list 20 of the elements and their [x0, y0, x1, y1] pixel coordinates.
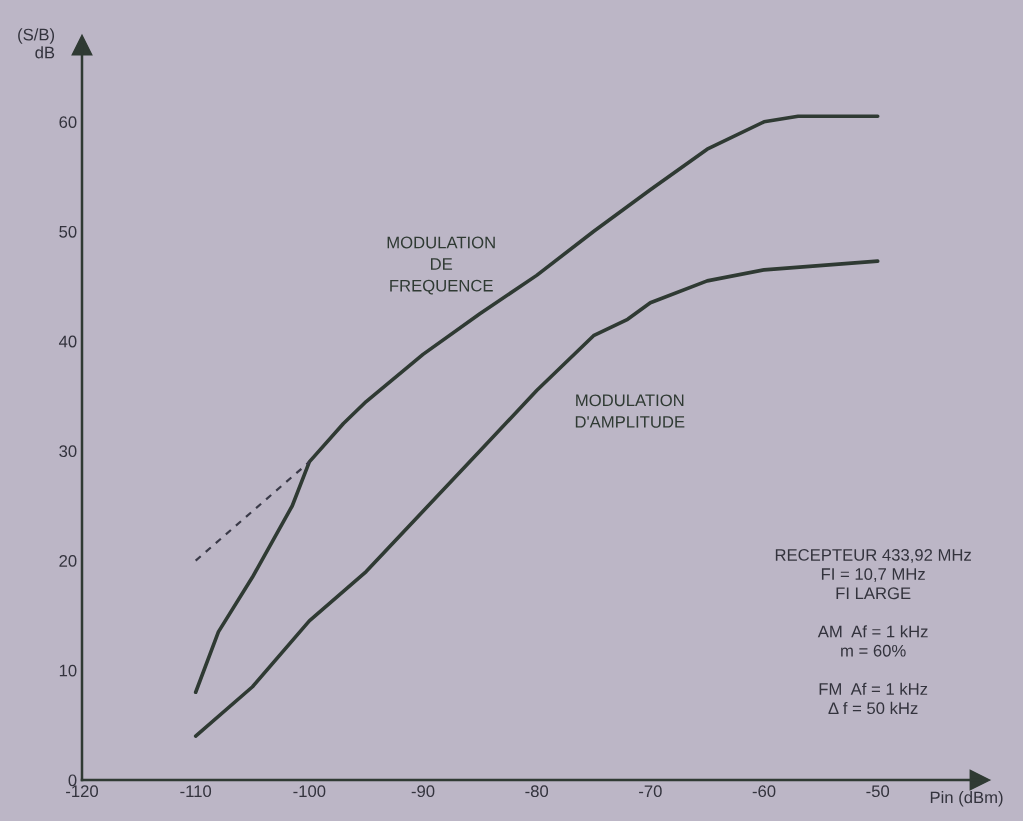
series-label: MODULATION DE FREQUENCE — [387, 236, 495, 295]
x-axis-title: Pin (dBm) — [930, 791, 1003, 807]
x-tick-label: -60 — [752, 785, 776, 798]
text: RECEPTEUR 433,92 MHz FI = 10,7 MHz FI LARGE AM Af = 1 kHz m = 60% FM Af = 1 kHz Δ f = 50 kHz — [775, 549, 971, 715]
y-axis-title: (S/B) dB — [18, 28, 55, 59]
y-tick-label: 0 — [68, 774, 77, 787]
x-tick-label: -90 — [411, 785, 435, 798]
y-tick-label: 50 — [59, 225, 77, 238]
x-tick-label: -110 — [180, 785, 212, 798]
y-tick-label: 30 — [59, 445, 77, 458]
x-tick-label: -80 — [525, 785, 549, 798]
x-tick-label: -100 — [293, 785, 326, 798]
y-tick-label: 10 — [59, 664, 77, 677]
series-label: MODULATION D'AMPLITUDE — [575, 394, 685, 428]
x-tick-label: -70 — [639, 785, 662, 798]
x-tick-label: -50 — [866, 785, 890, 798]
y-tick-label: 20 — [59, 555, 77, 567]
y-tick-label: 60 — [59, 116, 77, 128]
x-tick-label: -120 — [66, 785, 99, 798]
y-tick-label: 40 — [58, 335, 77, 348]
